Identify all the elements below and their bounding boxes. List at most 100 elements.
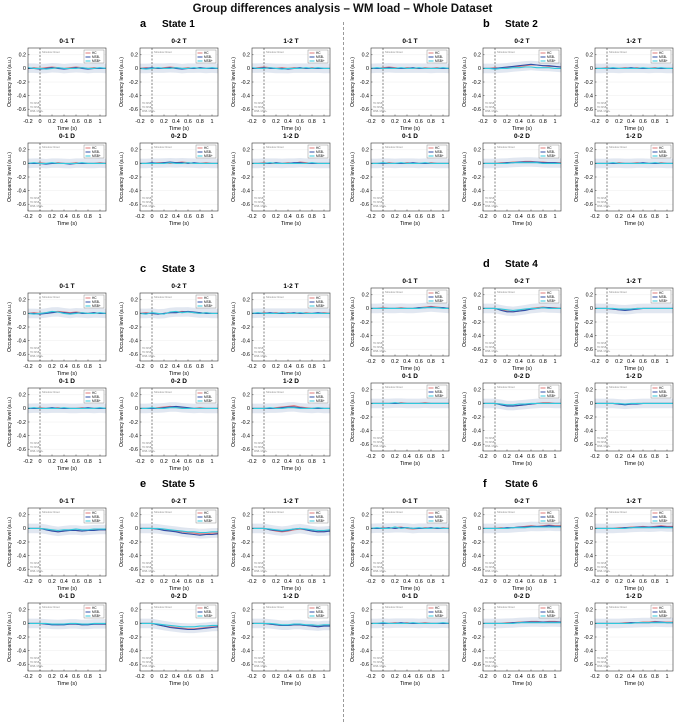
y-tick-label: -0.4 <box>360 648 369 654</box>
legend-label: MSB+ <box>547 614 556 618</box>
y-tick-label: 0 <box>135 406 138 412</box>
legend-label: HC <box>316 51 321 55</box>
x-tick-label: 0 <box>150 214 153 220</box>
y-tick-label: 0.2 <box>243 53 250 59</box>
x-tick-label: -0.2 <box>478 674 487 680</box>
x-tick-label: 0.4 <box>403 674 411 680</box>
ic-label: HC MSB- <box>373 197 383 200</box>
ic-label: HC MSB- <box>254 347 264 350</box>
y-tick-label: 0 <box>135 311 138 317</box>
x-tick-label: 1 <box>441 454 444 460</box>
x-tick-label: 0.2 <box>503 214 511 220</box>
ic-label: MSB- MSB+ <box>142 570 156 573</box>
x-tick-label: 0.4 <box>60 579 68 585</box>
x-tick-label: 0 <box>262 579 265 585</box>
y-tick-label: 0.2 <box>474 53 481 59</box>
y-tick-label: -0.6 <box>129 567 138 573</box>
panel-letter: d <box>483 258 490 270</box>
y-tick-label: -0.6 <box>241 352 250 358</box>
ic-label: HC MSB+ <box>142 446 153 449</box>
series-line-msbplus <box>370 67 450 69</box>
y-tick-label: -0.4 <box>17 648 26 654</box>
subplot-title: 0-1 T <box>59 38 74 45</box>
y-tick-label: -0.2 <box>241 420 250 426</box>
x-tick-label: 0.4 <box>515 454 523 460</box>
x-tick-label: 0 <box>262 674 265 680</box>
series-line-msbplus <box>139 310 218 315</box>
y-tick-label: -0.6 <box>241 447 250 453</box>
y-axis-label: Occupancy level (a.u.) <box>231 612 237 662</box>
x-tick-label: 0.4 <box>284 119 292 125</box>
legend-label: MSB+ <box>316 154 325 158</box>
legend-label: HC <box>435 386 440 390</box>
subplot-title: 0-1 T <box>59 498 74 505</box>
x-tick-label: 0.4 <box>284 674 292 680</box>
panel-letter: b <box>483 18 490 30</box>
y-tick-label: -0.6 <box>584 107 593 113</box>
x-tick-label: 0.2 <box>503 119 511 125</box>
y-tick-label: 0.2 <box>586 608 593 614</box>
x-tick-label: 0.2 <box>615 119 623 125</box>
y-tick-label: -0.2 <box>472 415 481 421</box>
ic-label: MSB- MSB+ <box>373 665 387 668</box>
y-axis-label: Occupancy level (a.u.) <box>462 612 468 662</box>
y-tick-label: -0.2 <box>584 540 593 546</box>
legend-label: MSB- <box>547 295 555 299</box>
y-tick-label: -0.4 <box>17 338 26 344</box>
y-tick-label: -0.2 <box>360 540 369 546</box>
legend-label: MSB- <box>316 55 324 59</box>
x-axis-label: Time (s) <box>624 461 644 467</box>
x-tick-label: 0.8 <box>196 579 204 585</box>
panel-letter: e <box>140 478 146 490</box>
x-axis-label: Time (s) <box>169 466 189 472</box>
subplot-title: 1-2 T <box>283 283 298 290</box>
x-tick-label: -0.2 <box>135 119 144 125</box>
x-tick-label: 0 <box>262 214 265 220</box>
x-tick-label: 0.4 <box>627 674 635 680</box>
y-tick-label: -0.2 <box>584 415 593 421</box>
x-tick-label: 1 <box>553 674 556 680</box>
legend-label: MSB+ <box>204 399 213 403</box>
x-tick-label: 0.8 <box>651 579 659 585</box>
ic-label: HC MSB- <box>597 342 607 345</box>
x-tick-label: 0.6 <box>527 454 535 460</box>
x-tick-label: 0.6 <box>527 579 535 585</box>
x-axis-label: Time (s) <box>169 371 189 377</box>
legend-label: MSB+ <box>316 59 325 63</box>
stimulus-onset-label: Stimulus Onset <box>609 290 627 294</box>
y-tick-label: -0.4 <box>129 433 138 439</box>
ic-label: HC MSB+ <box>485 201 496 204</box>
legend-label: HC <box>547 386 552 390</box>
x-tick-label: 0 <box>38 119 41 125</box>
x-tick-label: 0.2 <box>391 119 399 125</box>
x-tick-label: 0.8 <box>651 454 659 460</box>
y-tick-label: 0 <box>135 621 138 627</box>
x-tick-label: -0.2 <box>135 364 144 370</box>
subplot-title: 0-2 T <box>514 38 529 45</box>
legend-label: HC <box>204 511 209 515</box>
stimulus-onset-label: Stimulus Onset <box>154 510 172 514</box>
legend-label: HC <box>547 511 552 515</box>
x-tick-label: 0.2 <box>160 364 168 370</box>
y-tick-label: -0.6 <box>584 442 593 448</box>
ic-label: HC MSB+ <box>254 566 265 569</box>
panel-letter: c <box>140 263 146 275</box>
ic-label: HC MSB+ <box>597 661 608 664</box>
x-tick-label: 1 <box>98 579 101 585</box>
x-axis-label: Time (s) <box>281 586 301 592</box>
x-tick-label: -0.2 <box>366 454 375 460</box>
y-tick-label: 0.2 <box>243 608 250 614</box>
x-tick-label: 0.8 <box>427 579 435 585</box>
ic-label: HC MSB- <box>142 657 152 660</box>
legend-label: MSB+ <box>547 59 556 63</box>
series-line-msbplus <box>595 527 673 529</box>
y-tick-label: 0.2 <box>131 513 138 519</box>
x-tick-label: 0.2 <box>272 364 280 370</box>
legend-label: HC <box>547 606 552 610</box>
stimulus-onset-label: Stimulus Onset <box>42 145 60 149</box>
